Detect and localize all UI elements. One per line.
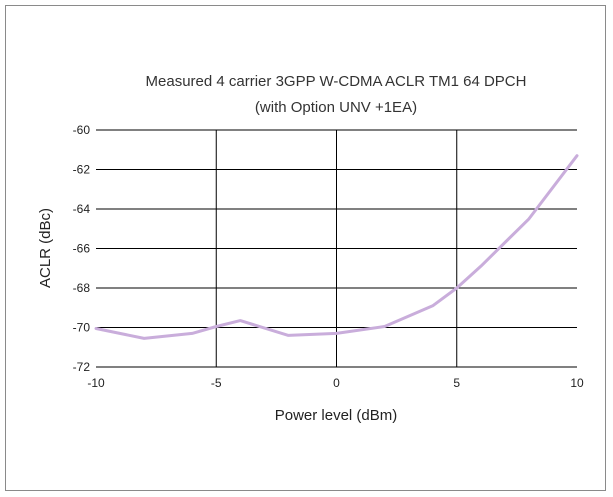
y-tick-labels: -60 -62 -64 -66 -68 -70 -72 <box>73 123 91 374</box>
x-tick-labels: -10 -5 0 5 10 <box>87 376 584 390</box>
chart-title-line2: (with Option UNV +1EA) <box>255 99 417 116</box>
x-tick-label: 0 <box>333 376 340 390</box>
x-tick-label: 10 <box>570 376 584 390</box>
plot-grid <box>96 129 577 368</box>
x-tick-label: 5 <box>453 376 460 390</box>
x-axis-label: Power level (dBm) <box>275 407 398 424</box>
x-tick-label: -10 <box>87 376 105 390</box>
y-tick-label: -60 <box>73 123 91 137</box>
x-tick-label: -5 <box>211 376 222 390</box>
series-line <box>94 154 579 340</box>
y-tick-label: -70 <box>73 321 91 335</box>
y-axis-label: ACLR (dBc) <box>37 208 54 288</box>
y-tick-label: -68 <box>73 281 91 295</box>
y-tick-label: -66 <box>73 242 91 256</box>
y-tick-label: -62 <box>73 163 91 177</box>
y-tick-label: -64 <box>73 202 91 216</box>
y-tick-label: -72 <box>73 360 91 374</box>
series-group <box>94 154 579 340</box>
chart-title-line1: Measured 4 carrier 3GPP W-CDMA ACLR TM1 … <box>146 73 527 90</box>
